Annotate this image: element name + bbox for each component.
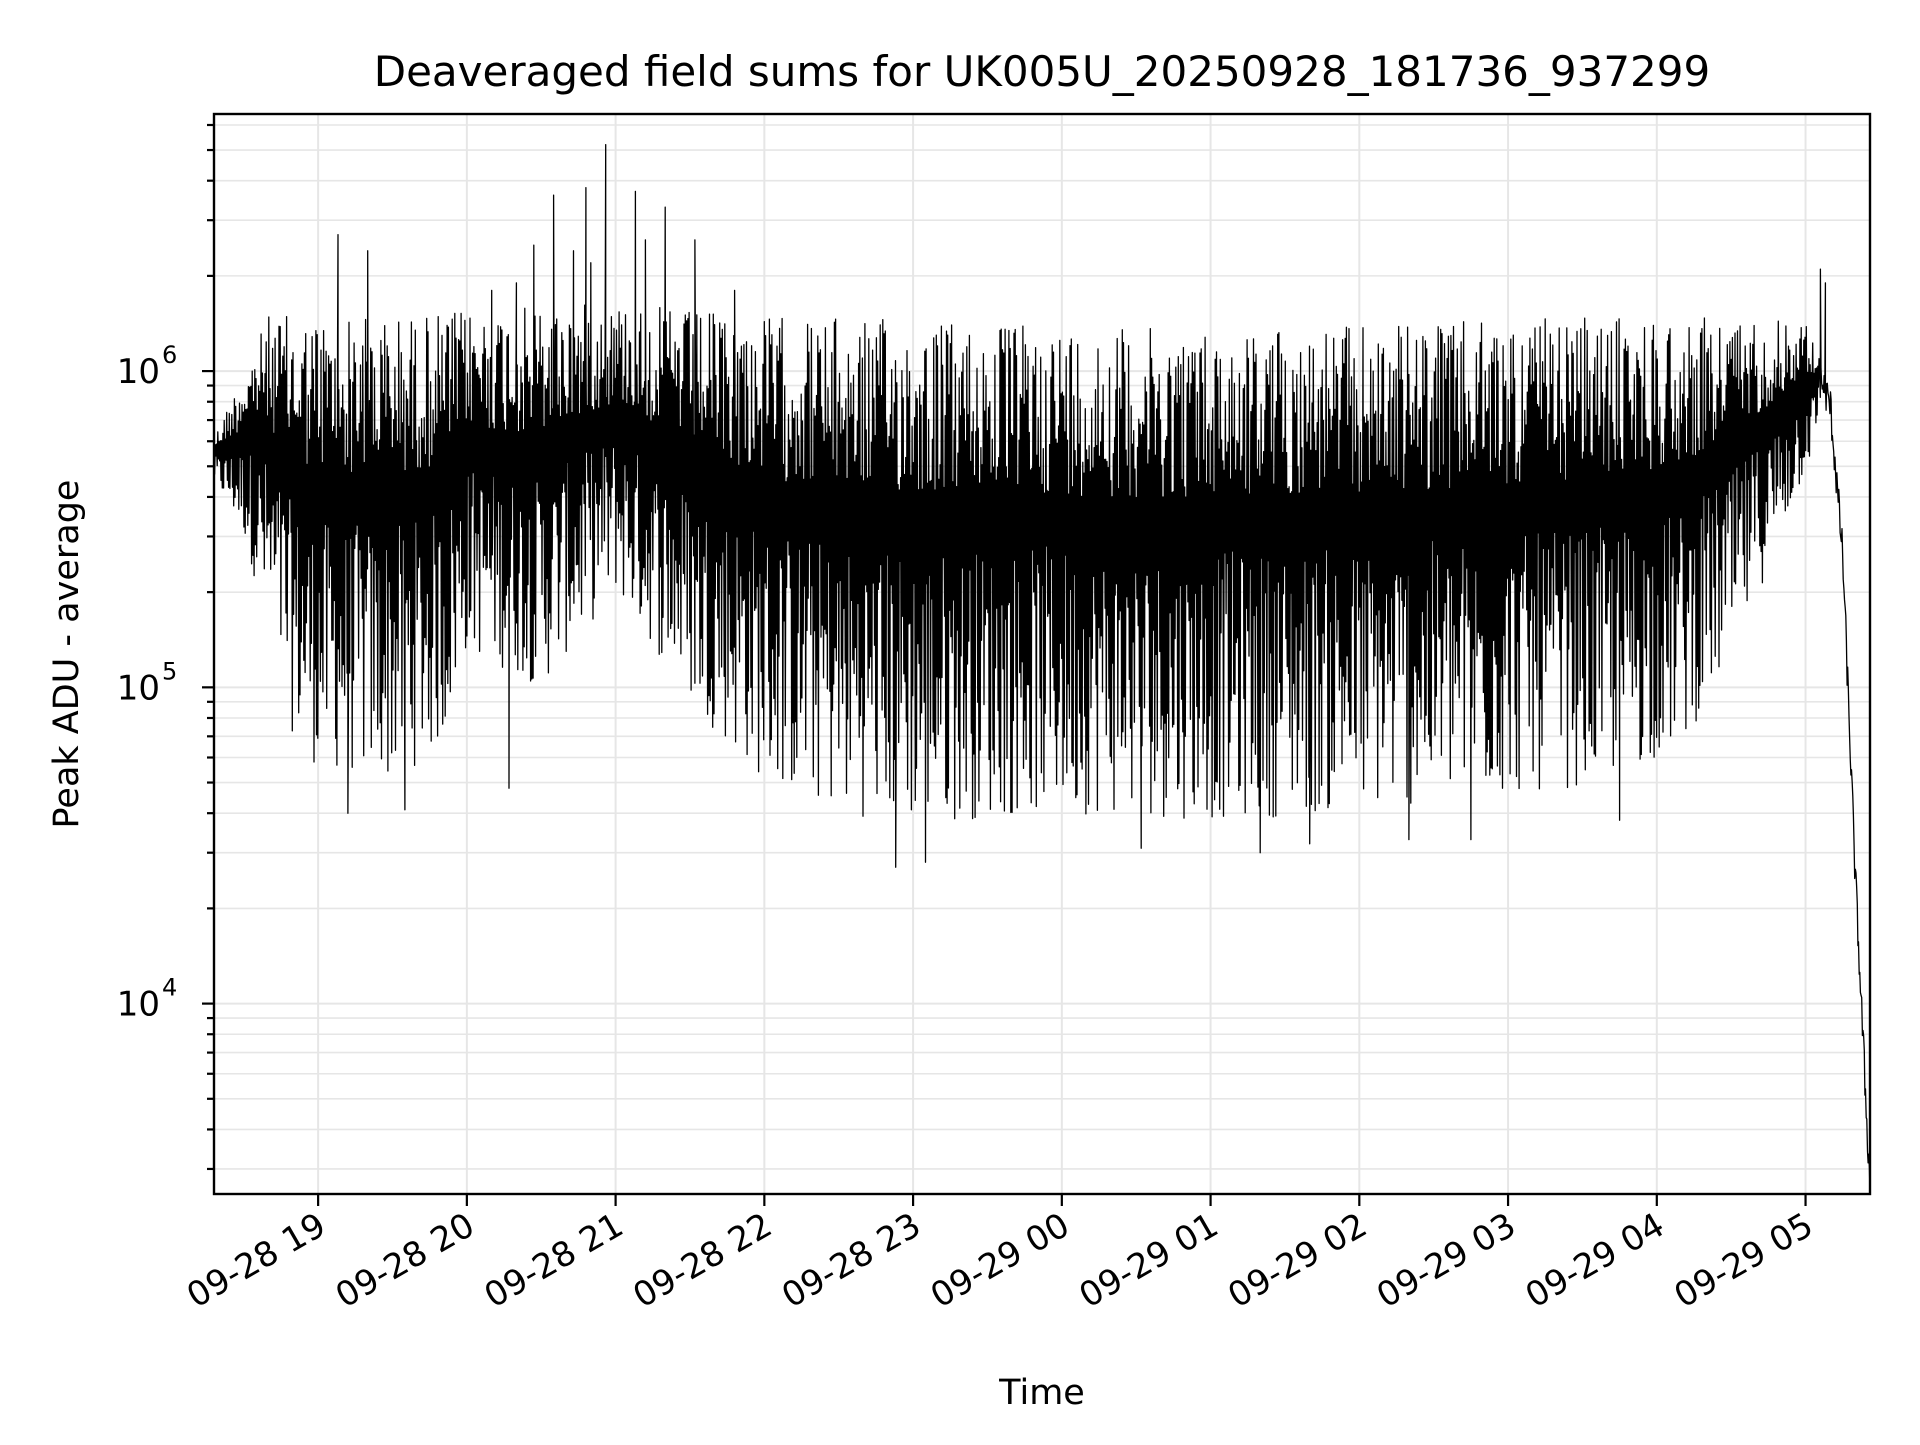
x-tick-label: 09-28 19	[180, 1205, 332, 1316]
axes-frame	[212, 112, 1872, 1196]
chart-title: Deaveraged field sums for UK005U_2025092…	[374, 47, 1710, 96]
x-axis-label: Time	[998, 1373, 1085, 1413]
y-tick-exponent: 5	[162, 657, 177, 685]
x-tick-label: 09-29 05	[1668, 1205, 1820, 1316]
x-tick-label: 09-29 00	[924, 1205, 1076, 1316]
y-tick-exponent: 6	[162, 341, 177, 369]
series-line	[213, 143, 1871, 1195]
x-tick-label: 09-29 03	[1370, 1205, 1522, 1316]
x-tick-label: 09-28 20	[329, 1205, 481, 1316]
plot-area	[213, 143, 1871, 1195]
x-tick-label: 09-28 22	[626, 1205, 778, 1316]
plot-border	[212, 112, 1872, 1196]
y-tick-label: 10	[117, 352, 160, 392]
y-tick-exponent: 4	[162, 974, 177, 1002]
x-tick-label: 09-29 04	[1519, 1205, 1671, 1316]
x-tick-label: 09-28 21	[478, 1205, 630, 1316]
y-tick-label: 10	[117, 668, 160, 708]
y-axis-label: Peak ADU - average	[47, 480, 87, 829]
y-tick-label: 10	[117, 985, 160, 1025]
x-tick-label: 09-28 23	[775, 1205, 927, 1316]
x-tick-label: 09-29 01	[1073, 1205, 1225, 1316]
x-tick-label: 09-29 02	[1221, 1205, 1373, 1316]
